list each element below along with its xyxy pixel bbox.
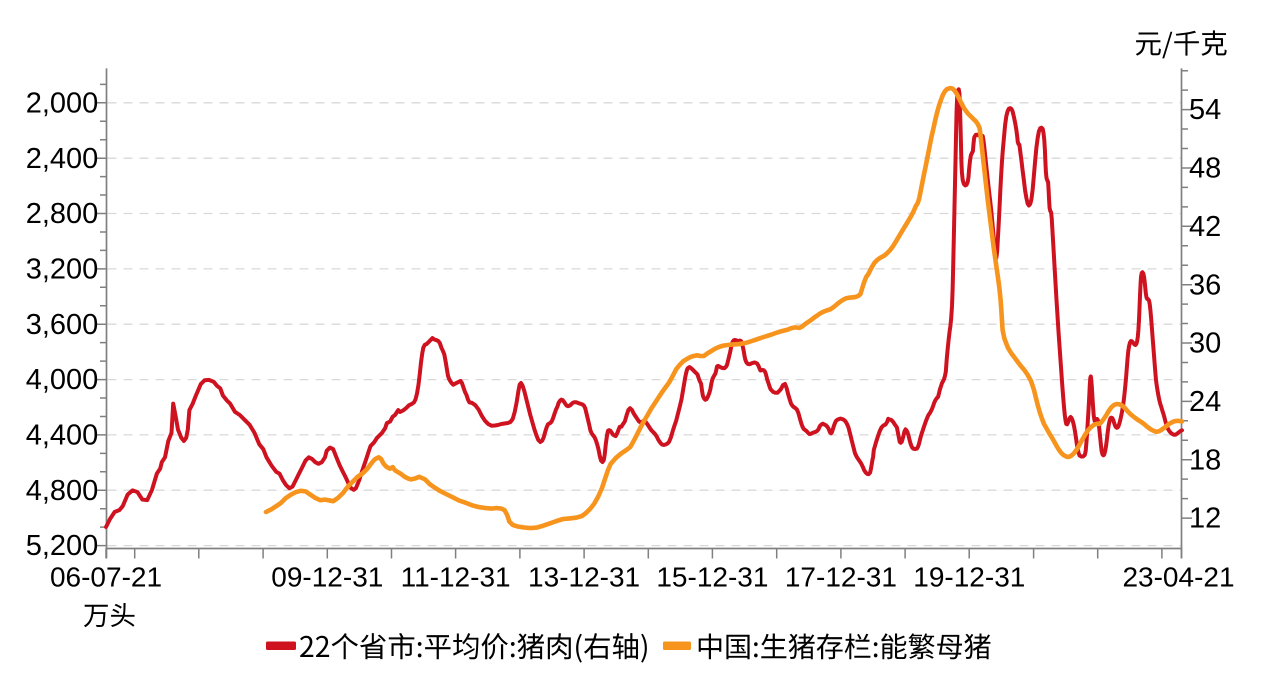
svg-text:23-04-21: 23-04-21 <box>1122 562 1234 593</box>
svg-text:17-12-31: 17-12-31 <box>785 562 897 593</box>
svg-text:12: 12 <box>1189 503 1221 535</box>
svg-text:3,200: 3,200 <box>26 254 99 286</box>
svg-text:30: 30 <box>1189 328 1221 360</box>
svg-text:06-07-21: 06-07-21 <box>50 562 162 593</box>
svg-text:2,000: 2,000 <box>26 87 99 119</box>
svg-text:42: 42 <box>1189 211 1221 243</box>
svg-text:2,800: 2,800 <box>26 198 99 230</box>
svg-text:5,200: 5,200 <box>26 530 99 562</box>
svg-text:36: 36 <box>1189 269 1221 301</box>
svg-text:11-12-31: 11-12-31 <box>401 562 511 593</box>
svg-text:3,600: 3,600 <box>26 309 99 341</box>
svg-text:15-12-31: 15-12-31 <box>656 562 768 593</box>
svg-text:54: 54 <box>1189 94 1221 126</box>
svg-text:19-12-31: 19-12-31 <box>913 562 1025 593</box>
svg-text:18: 18 <box>1189 444 1221 476</box>
svg-text:4,000: 4,000 <box>26 364 99 396</box>
svg-text:09-12-31: 09-12-31 <box>271 562 383 593</box>
svg-text:13-12-31: 13-12-31 <box>528 562 640 593</box>
svg-text:4,800: 4,800 <box>26 475 99 507</box>
svg-text:48: 48 <box>1189 153 1221 185</box>
svg-text:24: 24 <box>1189 386 1221 418</box>
svg-text:2,400: 2,400 <box>26 143 99 175</box>
svg-text:4,400: 4,400 <box>26 420 99 452</box>
